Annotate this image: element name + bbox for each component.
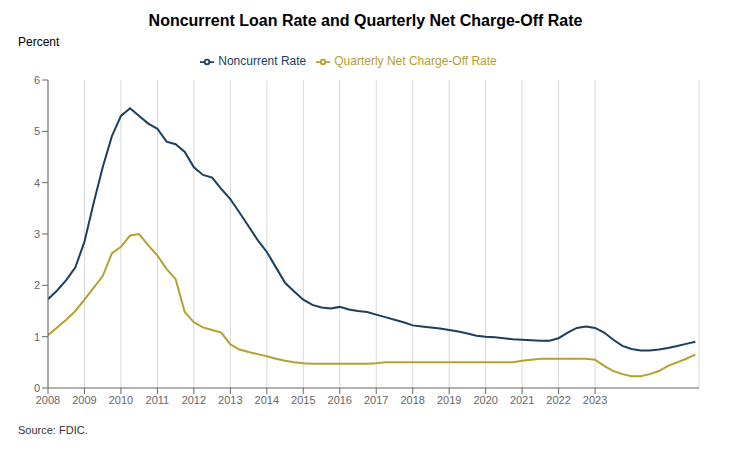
svg-text:2009: 2009 xyxy=(72,394,96,406)
svg-text:2: 2 xyxy=(34,279,40,291)
svg-text:2018: 2018 xyxy=(400,394,424,406)
svg-text:6: 6 xyxy=(34,74,40,86)
svg-text:2016: 2016 xyxy=(328,394,352,406)
svg-text:2013: 2013 xyxy=(218,394,242,406)
html-text:Noncurrent Loan Rate and Quart: Noncurrent Loan Rate and Quarterly Net C… xyxy=(148,12,583,29)
svg-text:1: 1 xyxy=(34,331,40,343)
html-text:Noncurrent Rate: Noncurrent Rate xyxy=(218,54,307,68)
svg-text:2021: 2021 xyxy=(510,394,534,406)
svg-text:2019: 2019 xyxy=(437,394,461,406)
svg-text:0: 0 xyxy=(34,382,40,394)
svg-text:2023: 2023 xyxy=(583,394,607,406)
svg-text:2014: 2014 xyxy=(255,394,279,406)
svg-text:2017: 2017 xyxy=(364,394,388,406)
svg-text:2015: 2015 xyxy=(291,394,315,406)
html-text:Source: FDIC.: Source: FDIC. xyxy=(18,424,88,436)
svg-text:2012: 2012 xyxy=(182,394,206,406)
html-text:Percent: Percent xyxy=(18,35,60,49)
svg-text:2022: 2022 xyxy=(546,394,570,406)
svg-text:2020: 2020 xyxy=(473,394,497,406)
svg-text:3: 3 xyxy=(34,228,40,240)
svg-text:5: 5 xyxy=(34,125,40,137)
svg-text:2011: 2011 xyxy=(146,394,170,406)
svg-text:2010: 2010 xyxy=(109,394,133,406)
svg-text:4: 4 xyxy=(34,177,40,189)
html-text:Quarterly Net Charge-Off Rate: Quarterly Net Charge-Off Rate xyxy=(334,54,497,68)
svg-text:2008: 2008 xyxy=(36,394,60,406)
